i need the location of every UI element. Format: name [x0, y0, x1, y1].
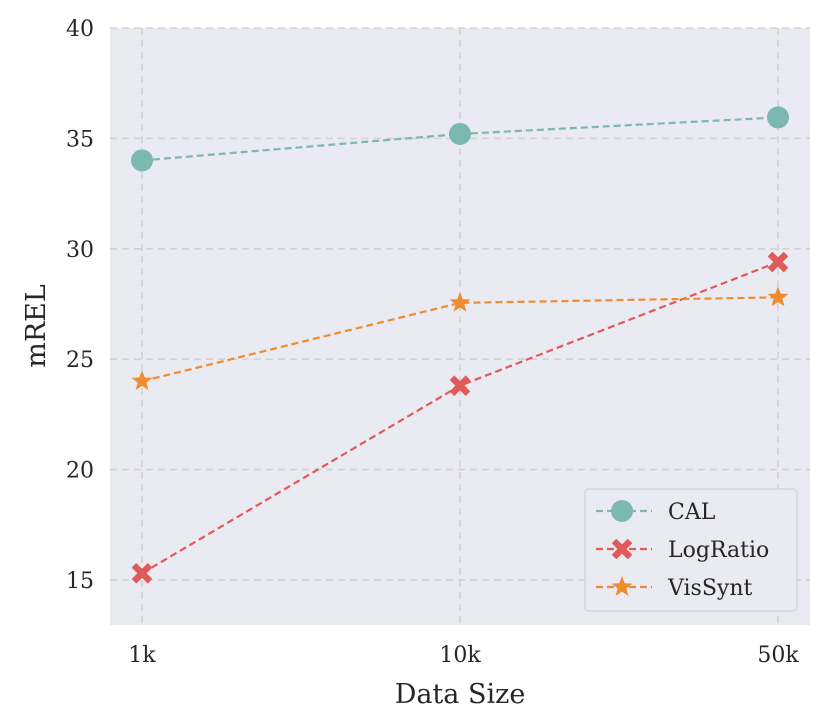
- data-point-cal: [131, 149, 153, 172]
- series-markers: [131, 106, 789, 584]
- data-point-logratio: [767, 251, 789, 273]
- legend-marker-vissynt: [611, 576, 633, 596]
- legend-marker-logratio: [611, 538, 633, 560]
- data-point-logratio: [131, 563, 153, 584]
- x-axis-label: Data Size: [395, 679, 526, 710]
- x-tick-label: 50k: [757, 643, 799, 668]
- series-line-vissynt: [141, 296, 779, 383]
- legend-marker-cal: [611, 500, 633, 522]
- y-tick-label: 25: [66, 348, 94, 373]
- data-point-vissynt: [131, 370, 153, 391]
- data-point-cal: [449, 122, 471, 145]
- y-axis-label: mREL: [21, 284, 52, 368]
- y-tick-labels: 15 20 25 30 35 40: [66, 17, 94, 594]
- data-point-vissynt: [767, 286, 789, 307]
- y-tick-label: 35: [66, 127, 94, 152]
- legend-box: [584, 488, 798, 612]
- y-tick-label: 15: [66, 569, 94, 594]
- legend-label-vissynt: VisSynt: [667, 576, 752, 601]
- y-tick-label: 30: [66, 238, 94, 263]
- data-point-cal: [767, 106, 789, 129]
- x-tick-label: 10k: [439, 643, 481, 668]
- data-point-vissynt: [449, 291, 471, 312]
- x-tick-label: 1k: [128, 643, 156, 668]
- y-tick-label: 40: [66, 17, 94, 42]
- data-point-logratio: [449, 375, 471, 396]
- legend-label-cal: CAL: [668, 500, 716, 525]
- y-tick-label: 20: [66, 459, 94, 484]
- legend: CAL LogRatio VisSynt: [584, 488, 798, 612]
- legend-label-logratio: LogRatio: [668, 538, 769, 563]
- x-tick-labels: 1k 10k 50k: [128, 643, 799, 668]
